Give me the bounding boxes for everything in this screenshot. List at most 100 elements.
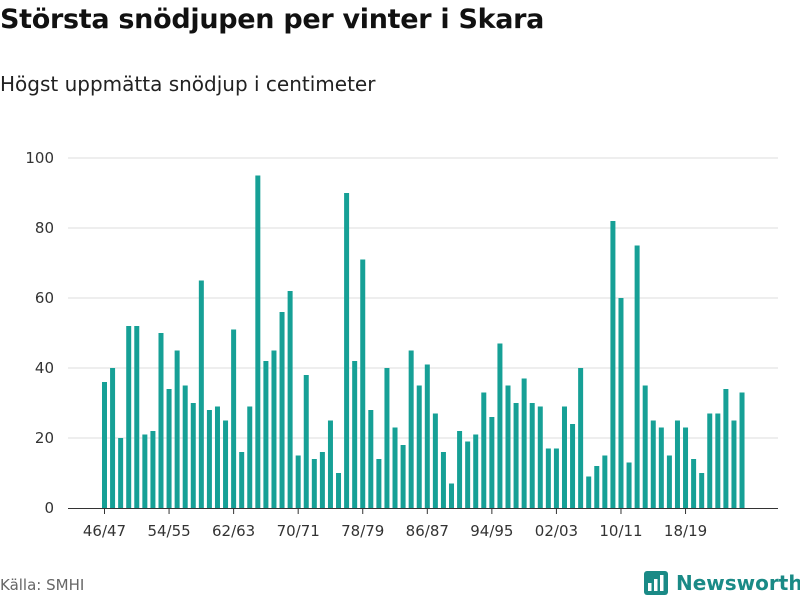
bar (303, 375, 309, 508)
bar (311, 459, 317, 508)
bar (392, 427, 398, 508)
bar (505, 385, 511, 508)
bar (368, 410, 374, 508)
bar (674, 420, 680, 508)
bar (231, 329, 237, 508)
bar (206, 410, 212, 508)
bar (360, 259, 366, 508)
bar (683, 427, 689, 508)
brand-logo: Newsworthy (644, 568, 800, 598)
x-tick-label: 46/47 (83, 522, 126, 540)
x-tick-label: 78/79 (341, 522, 384, 540)
bar (384, 368, 390, 508)
y-tick-label: 60 (35, 289, 54, 307)
bar (521, 378, 527, 508)
bar (198, 280, 204, 508)
bar (182, 385, 188, 508)
bar (481, 392, 487, 508)
x-tick-label: 10/11 (599, 522, 642, 540)
bar (126, 326, 132, 508)
bar (731, 420, 737, 508)
bar (691, 459, 697, 508)
bar (408, 350, 414, 508)
bar (376, 459, 382, 508)
x-tick-label: 02/03 (535, 522, 578, 540)
bar (134, 326, 140, 508)
bar (715, 413, 721, 508)
bar (723, 389, 729, 508)
bar (247, 406, 253, 508)
bar (650, 420, 656, 508)
bar (174, 350, 180, 508)
x-tick-label: 70/71 (277, 522, 320, 540)
bar (110, 368, 116, 508)
bar (666, 455, 672, 508)
chart-subtitle: Högst uppmätta snödjup i centimeter (0, 72, 376, 96)
bar (440, 452, 446, 508)
gridlines (68, 157, 778, 439)
brand-name: Newsworthy (676, 571, 800, 595)
bar (699, 473, 705, 508)
bar (707, 413, 713, 508)
x-axis (68, 508, 778, 514)
x-tick-label: 54/55 (147, 522, 190, 540)
bar (618, 298, 624, 508)
bar (150, 431, 156, 508)
bars (102, 175, 745, 508)
bar (400, 445, 406, 508)
bar (553, 448, 559, 508)
bar (578, 368, 584, 508)
bar (465, 441, 471, 508)
bar (255, 175, 261, 508)
bar (214, 406, 220, 508)
bar (489, 417, 495, 508)
bar (739, 392, 745, 508)
x-tick-label: 86/87 (406, 522, 449, 540)
bar-chart: 0 20 40 60 80 100 46/47 54/55 62/63 70/71 78/79 86… (25, 149, 778, 540)
bar (287, 291, 293, 508)
bar (586, 476, 592, 508)
bar (271, 350, 277, 508)
bar (497, 343, 503, 508)
bar (432, 413, 438, 508)
y-tick-label: 100 (25, 149, 54, 167)
bar (634, 245, 640, 508)
y-tick-label: 20 (35, 429, 54, 447)
bar (190, 403, 196, 508)
x-tick-labels: 46/47 54/55 62/63 70/71 78/79 86/87 94/95 02/03… (83, 522, 707, 540)
source-note: Källa: SMHI (0, 576, 85, 594)
bar (223, 420, 229, 508)
bar (416, 385, 422, 508)
bar (327, 420, 333, 508)
bar (279, 312, 285, 508)
y-tick-label: 40 (35, 359, 54, 377)
bar (610, 221, 616, 508)
bar (344, 193, 350, 508)
chart-title: Största snödjupen per vinter i Skara (0, 4, 545, 35)
bar (424, 364, 430, 508)
bar (158, 333, 164, 508)
bar (658, 427, 664, 508)
bar (263, 361, 269, 508)
x-tick-label: 18/19 (664, 522, 707, 540)
bar (513, 403, 519, 508)
bar (561, 406, 567, 508)
bar (626, 462, 632, 508)
newsworthy-logo-icon (644, 571, 668, 595)
bar (570, 424, 576, 508)
bar (142, 434, 148, 508)
y-tick-label: 0 (44, 499, 54, 517)
bar (473, 434, 479, 508)
y-tick-labels: 0 20 40 60 80 100 (25, 149, 54, 517)
bar (102, 382, 107, 508)
bar (545, 448, 551, 508)
bar (642, 385, 648, 508)
bar (118, 438, 124, 508)
x-tick-label: 62/63 (212, 522, 255, 540)
bar (352, 361, 358, 508)
bar (457, 431, 463, 508)
bar (594, 466, 600, 508)
x-tick-label: 94/95 (470, 522, 513, 540)
bar (239, 452, 245, 508)
y-tick-label: 80 (35, 219, 54, 237)
